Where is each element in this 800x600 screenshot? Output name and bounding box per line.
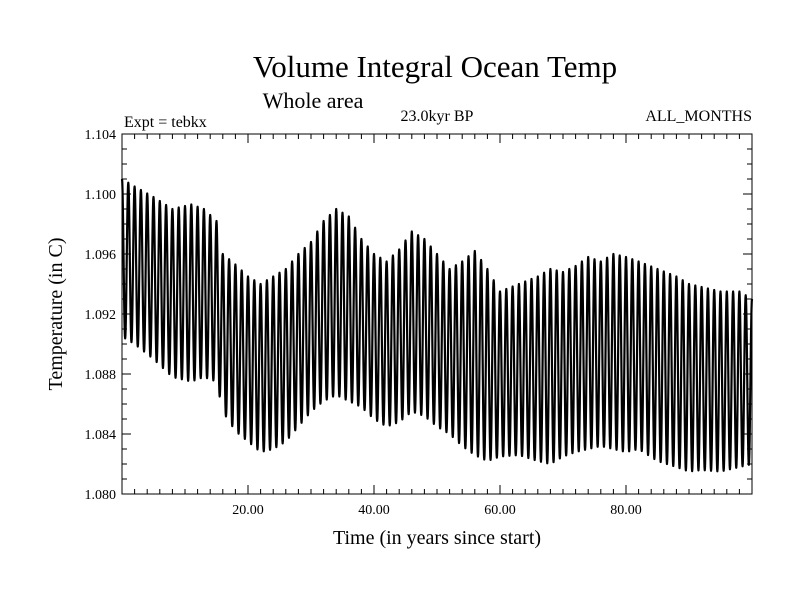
chart-subtitle: Whole area (263, 88, 364, 113)
y-tick-label: 1.100 (85, 188, 117, 203)
chart-title: Volume Integral Ocean Temp (253, 49, 617, 84)
temperature-series-line (120, 178, 754, 473)
y-axis: 1.080 1.084 1.088 1.092 1.096 1.100 1.104 (85, 128, 752, 503)
y-tick-label: 1.080 (85, 488, 117, 503)
x-axis-label: Time (in years since start) (333, 527, 541, 549)
x-tick-label: 20.00 (232, 503, 264, 518)
y-tick-label: 1.104 (85, 128, 117, 143)
plot-area (120, 178, 754, 473)
period-label: 23.0kyr BP (401, 108, 474, 125)
months-label: ALL_MONTHS (645, 108, 752, 125)
y-tick-label: 1.092 (85, 308, 117, 323)
y-axis-label: Temperature (in C) (45, 238, 67, 391)
y-tick-label: 1.088 (85, 368, 117, 383)
x-tick-label: 80.00 (610, 503, 642, 518)
experiment-label: Expt = tebkx (124, 114, 207, 131)
y-tick-label: 1.096 (85, 248, 117, 263)
y-tick-label: 1.084 (85, 428, 117, 443)
x-tick-label: 40.00 (358, 503, 390, 518)
x-tick-label: 60.00 (484, 503, 516, 518)
x-axis: 20.00 40.00 60.00 80.00 (134, 134, 740, 518)
